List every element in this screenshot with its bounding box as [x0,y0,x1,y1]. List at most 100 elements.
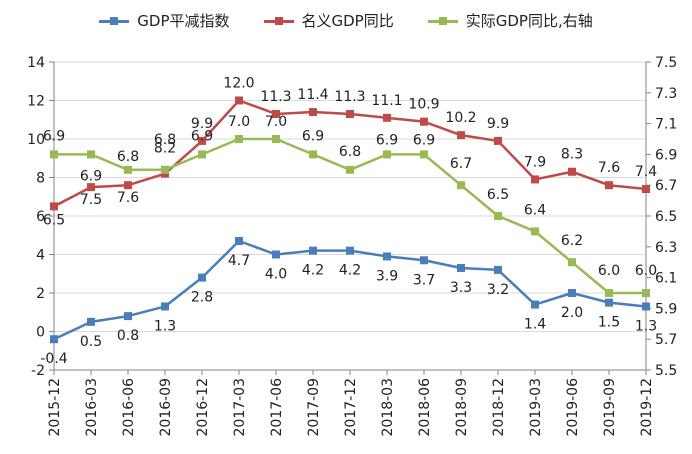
data-label-nominal-gdp-2018-12: 9.9 [487,116,509,132]
x-tick-label-2016-06: 2016-06 [121,378,137,437]
data-label-deflator-2016-12: 2.8 [191,290,213,306]
data-label-nominal-gdp-2019-12: 7.4 [635,164,657,180]
point-real-gdp-2019-06 [568,258,576,267]
data-label-deflator-2016-03: 0.5 [80,334,102,350]
point-nominal-gdp-2017-09 [309,108,317,117]
data-label-real-gdp-2016-03: 6.9 [80,168,102,184]
data-label-nominal-gdp-2018-09: 10.2 [445,110,476,126]
point-deflator-2018-06 [420,256,428,265]
x-tick-label-2018-06: 2018-06 [417,378,433,437]
point-real-gdp-2017-12 [346,165,354,174]
point-real-gdp-2016-06 [124,165,132,174]
series-line-deflator [53,239,647,341]
x-tick-label-2015-12: 2015-12 [47,378,63,437]
data-label-nominal-gdp-2019-06: 8.3 [561,147,583,163]
x-tick-label-2018-03: 2018-03 [380,378,396,437]
data-label-deflator-2015-12: -0.4 [40,351,67,367]
point-deflator-2016-03 [87,317,95,326]
legend-item-nominal-gdp: 名义GDP同比 [263,11,394,31]
data-label-deflator-2016-09: 1.3 [154,318,176,334]
point-real-gdp-2016-12 [198,150,206,159]
point-nominal-gdp-2016-12 [198,136,206,145]
data-label-deflator-2019-06: 2.0 [561,305,583,321]
x-tick-label-2019-06: 2019-06 [565,378,581,437]
left-tick-label-12: 12 [27,94,45,110]
x-tick-label-2017-09: 2017-09 [306,378,322,437]
x-tick-label-2017-06: 2017-06 [269,378,285,437]
data-label-deflator-2017-03: 4.7 [228,253,250,269]
x-tick-label-2019-12: 2019-12 [639,378,655,437]
point-real-gdp-2018-09 [457,181,465,190]
left-tick-label-10: 10 [27,132,45,148]
data-label-nominal-gdp-2018-03: 11.1 [371,93,402,109]
point-nominal-gdp-2015-12 [50,202,58,211]
x-tick-label-2017-03: 2017-03 [232,378,248,437]
legend-swatch-deflator [99,14,130,28]
x-tick-label-2016-12: 2016-12 [195,378,211,437]
point-deflator-2019-09 [605,298,613,307]
data-label-deflator-2018-09: 3.3 [450,280,472,296]
data-label-real-gdp-2018-03: 6.9 [376,132,398,148]
data-label-deflator-2017-09: 4.2 [302,263,324,279]
point-nominal-gdp-2018-06 [420,117,428,126]
legend-label-deflator: GDP平减指数 [137,12,230,30]
data-label-nominal-gdp-2017-12: 11.3 [334,89,365,105]
point-nominal-gdp-2019-03 [531,175,539,184]
right-tick-label-5-9: 5.9 [655,301,677,317]
point-deflator-2019-06 [568,289,576,297]
point-deflator-2019-03 [531,300,539,309]
data-label-nominal-gdp-2016-03: 7.5 [80,192,102,208]
point-real-gdp-2017-06 [272,135,280,143]
right-tick-label-6-3: 6.3 [655,240,677,256]
data-label-nominal-gdp-2015-12: 6.5 [43,212,65,228]
x-tick-label-2018-12: 2018-12 [491,378,507,437]
data-label-deflator-2017-06: 4.0 [265,267,287,283]
right-tick-label-6-1: 6.1 [655,271,677,287]
point-deflator-2016-09 [161,302,169,311]
legend-item-deflator: GDP平减指数 [99,11,230,31]
point-nominal-gdp-2019-12 [642,185,650,194]
point-nominal-gdp-2018-09 [457,131,465,140]
point-real-gdp-2018-06 [420,150,428,159]
point-nominal-gdp-2017-03 [235,96,243,105]
data-label-nominal-gdp-2016-06: 7.6 [117,190,139,206]
legend-swatch-nominal-gdp [263,14,294,28]
point-nominal-gdp-2016-06 [124,181,132,190]
data-label-real-gdp-2019-06: 6.2 [561,233,583,249]
right-tick-label-5-5: 5.5 [655,363,677,379]
left-tick-label-14: 14 [27,55,45,71]
point-deflator-2017-12 [346,246,354,255]
left-tick-label-4: 4 [36,248,45,264]
point-nominal-gdp-2016-03 [87,183,95,192]
data-label-deflator-2019-12: 1.3 [635,318,657,334]
legend-label-nominal-gdp: 名义GDP同比 [301,12,394,30]
x-tick-label-2019-09: 2019-09 [602,378,618,437]
point-deflator-2017-06 [272,250,280,259]
data-label-nominal-gdp-2017-06: 11.3 [260,89,291,105]
point-real-gdp-2016-03 [87,150,95,159]
chart-legend: GDP平减指数 名义GDP同比 实际GDP同比,右轴 [0,6,692,36]
data-label-real-gdp-2018-09: 6.7 [450,156,472,172]
left-tick-label-0: 0 [36,325,45,341]
data-label-real-gdp-2019-09: 6.0 [598,263,620,279]
data-label-nominal-gdp-2017-03: 12.0 [223,76,254,92]
point-nominal-gdp-2017-12 [346,109,354,118]
right-tick-label-6-7: 6.7 [655,178,677,194]
data-label-nominal-gdp-2017-09: 11.4 [297,87,328,103]
point-real-gdp-2017-03 [235,135,243,143]
legend-label-real-gdp: 实际GDP同比,右轴 [465,12,593,30]
point-deflator-2019-12 [642,302,650,311]
point-deflator-2016-06 [124,312,132,321]
data-label-real-gdp-2017-06: 7.0 [265,114,287,130]
data-label-real-gdp-2018-12: 6.5 [487,187,509,203]
data-label-deflator-2019-03: 1.4 [524,317,546,333]
right-tick-label-7-5: 7.5 [655,55,677,71]
point-deflator-2018-12 [494,265,502,274]
point-real-gdp-2018-03 [383,150,391,159]
point-nominal-gdp-2017-06 [272,109,280,118]
left-tick-label-2: 2 [36,286,45,302]
data-label-real-gdp-2019-12: 6.0 [635,263,657,279]
legend-item-real-gdp: 实际GDP同比,右轴 [427,11,593,31]
point-deflator-2018-09 [457,263,465,272]
